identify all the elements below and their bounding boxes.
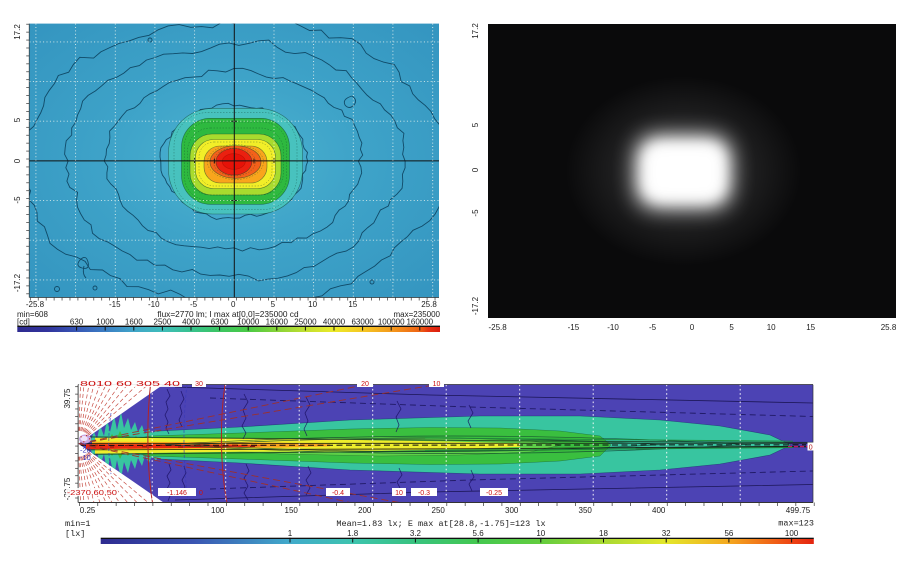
svg-text:1000: 1000 (96, 318, 114, 327)
svg-text:0: 0 (809, 444, 813, 451)
svg-text:25.8: 25.8 (421, 300, 437, 309)
svg-text:39.75: 39.75 (63, 388, 72, 409)
svg-text:6300: 6300 (211, 318, 229, 327)
svg-text:max=123: max=123 (778, 519, 814, 529)
svg-text:-5: -5 (649, 323, 657, 332)
svg-text:3.2: 3.2 (410, 529, 422, 538)
svg-text:10: 10 (536, 529, 545, 538)
svg-text:17.2: 17.2 (471, 23, 480, 39)
svg-text:17.2: 17.2 (13, 24, 22, 40)
svg-text:0: 0 (13, 158, 22, 163)
svg-text:-15: -15 (109, 300, 121, 309)
svg-text:-1.146: -1.146 (167, 490, 187, 497)
svg-text:63000: 63000 (351, 318, 374, 327)
svg-text:10: 10 (308, 300, 317, 309)
svg-text:0: 0 (199, 490, 203, 497)
svg-text:1.8: 1.8 (347, 529, 359, 538)
svg-text:Mean=1.83 lx; E max at[28.8,-1: Mean=1.83 lx; E max at[28.8,-1.75]=123 l… (336, 519, 545, 529)
svg-text:-10: -10 (80, 453, 91, 462)
svg-text:150: 150 (285, 506, 299, 515)
svg-text:56: 56 (724, 529, 733, 538)
svg-text:-10: -10 (148, 300, 160, 309)
svg-text:0: 0 (231, 300, 236, 309)
svg-text:10000: 10000 (237, 318, 260, 327)
svg-text:-2370,60,50: -2370,60,50 (67, 490, 117, 497)
svg-text:100: 100 (211, 506, 225, 515)
svg-text:-0.4: -0.4 (332, 490, 344, 497)
svg-text:0.25: 0.25 (80, 506, 96, 515)
svg-text:-25.8: -25.8 (26, 300, 45, 309)
svg-text:4000: 4000 (182, 318, 200, 327)
svg-text:16000: 16000 (266, 318, 289, 327)
svg-text:-17.2: -17.2 (471, 296, 480, 315)
svg-text:-5: -5 (471, 209, 480, 217)
svg-text:350: 350 (579, 506, 593, 515)
svg-text:min=1: min=1 (65, 519, 91, 529)
svg-text:630: 630 (70, 318, 84, 327)
svg-text:5: 5 (471, 122, 480, 127)
svg-text:10: 10 (395, 490, 403, 497)
svg-text:-17.2: -17.2 (13, 273, 22, 292)
svg-text:160000: 160000 (406, 318, 433, 327)
svg-text:20: 20 (361, 381, 369, 388)
svg-text:1600: 1600 (125, 318, 143, 327)
svg-text:10: 10 (767, 323, 776, 332)
svg-text:250: 250 (432, 506, 446, 515)
svg-text:32: 32 (662, 529, 671, 538)
svg-text:-0.3: -0.3 (418, 490, 430, 497)
svg-text:-10: -10 (607, 323, 619, 332)
svg-text:15: 15 (348, 300, 357, 309)
svg-text:1: 1 (288, 529, 293, 538)
svg-text:-0.25: -0.25 (486, 490, 502, 497)
svg-text:100: 100 (785, 529, 799, 538)
svg-text:10: 10 (433, 381, 441, 388)
svg-text:25000: 25000 (294, 318, 317, 327)
svg-text:-25.8: -25.8 (488, 323, 507, 332)
svg-text:5.6: 5.6 (473, 529, 485, 538)
svg-text:30: 30 (195, 381, 203, 388)
svg-text:-5: -5 (190, 300, 198, 309)
svg-text:15: 15 (806, 323, 815, 332)
svg-text:18: 18 (599, 529, 608, 538)
svg-text:300: 300 (505, 506, 519, 515)
svg-text:-5: -5 (13, 196, 22, 204)
svg-text:5: 5 (729, 323, 734, 332)
svg-text:25.8: 25.8 (881, 323, 897, 332)
svg-text:5: 5 (271, 300, 276, 309)
svg-text:200: 200 (358, 506, 372, 515)
svg-text:400: 400 (652, 506, 666, 515)
svg-text:[cd]: [cd] (17, 318, 30, 327)
svg-text:0: 0 (471, 167, 480, 172)
svg-text:8010 60 305 40: 8010 60 305 40 (80, 381, 180, 388)
svg-text:2500: 2500 (154, 318, 172, 327)
svg-text:0: 0 (690, 323, 695, 332)
svg-text:[lx]: [lx] (65, 529, 85, 539)
svg-text:100000: 100000 (378, 318, 405, 327)
svg-text:5: 5 (13, 117, 22, 122)
svg-text:499.75: 499.75 (786, 506, 811, 515)
svg-text:-15: -15 (568, 323, 580, 332)
svg-text:40000: 40000 (323, 318, 346, 327)
